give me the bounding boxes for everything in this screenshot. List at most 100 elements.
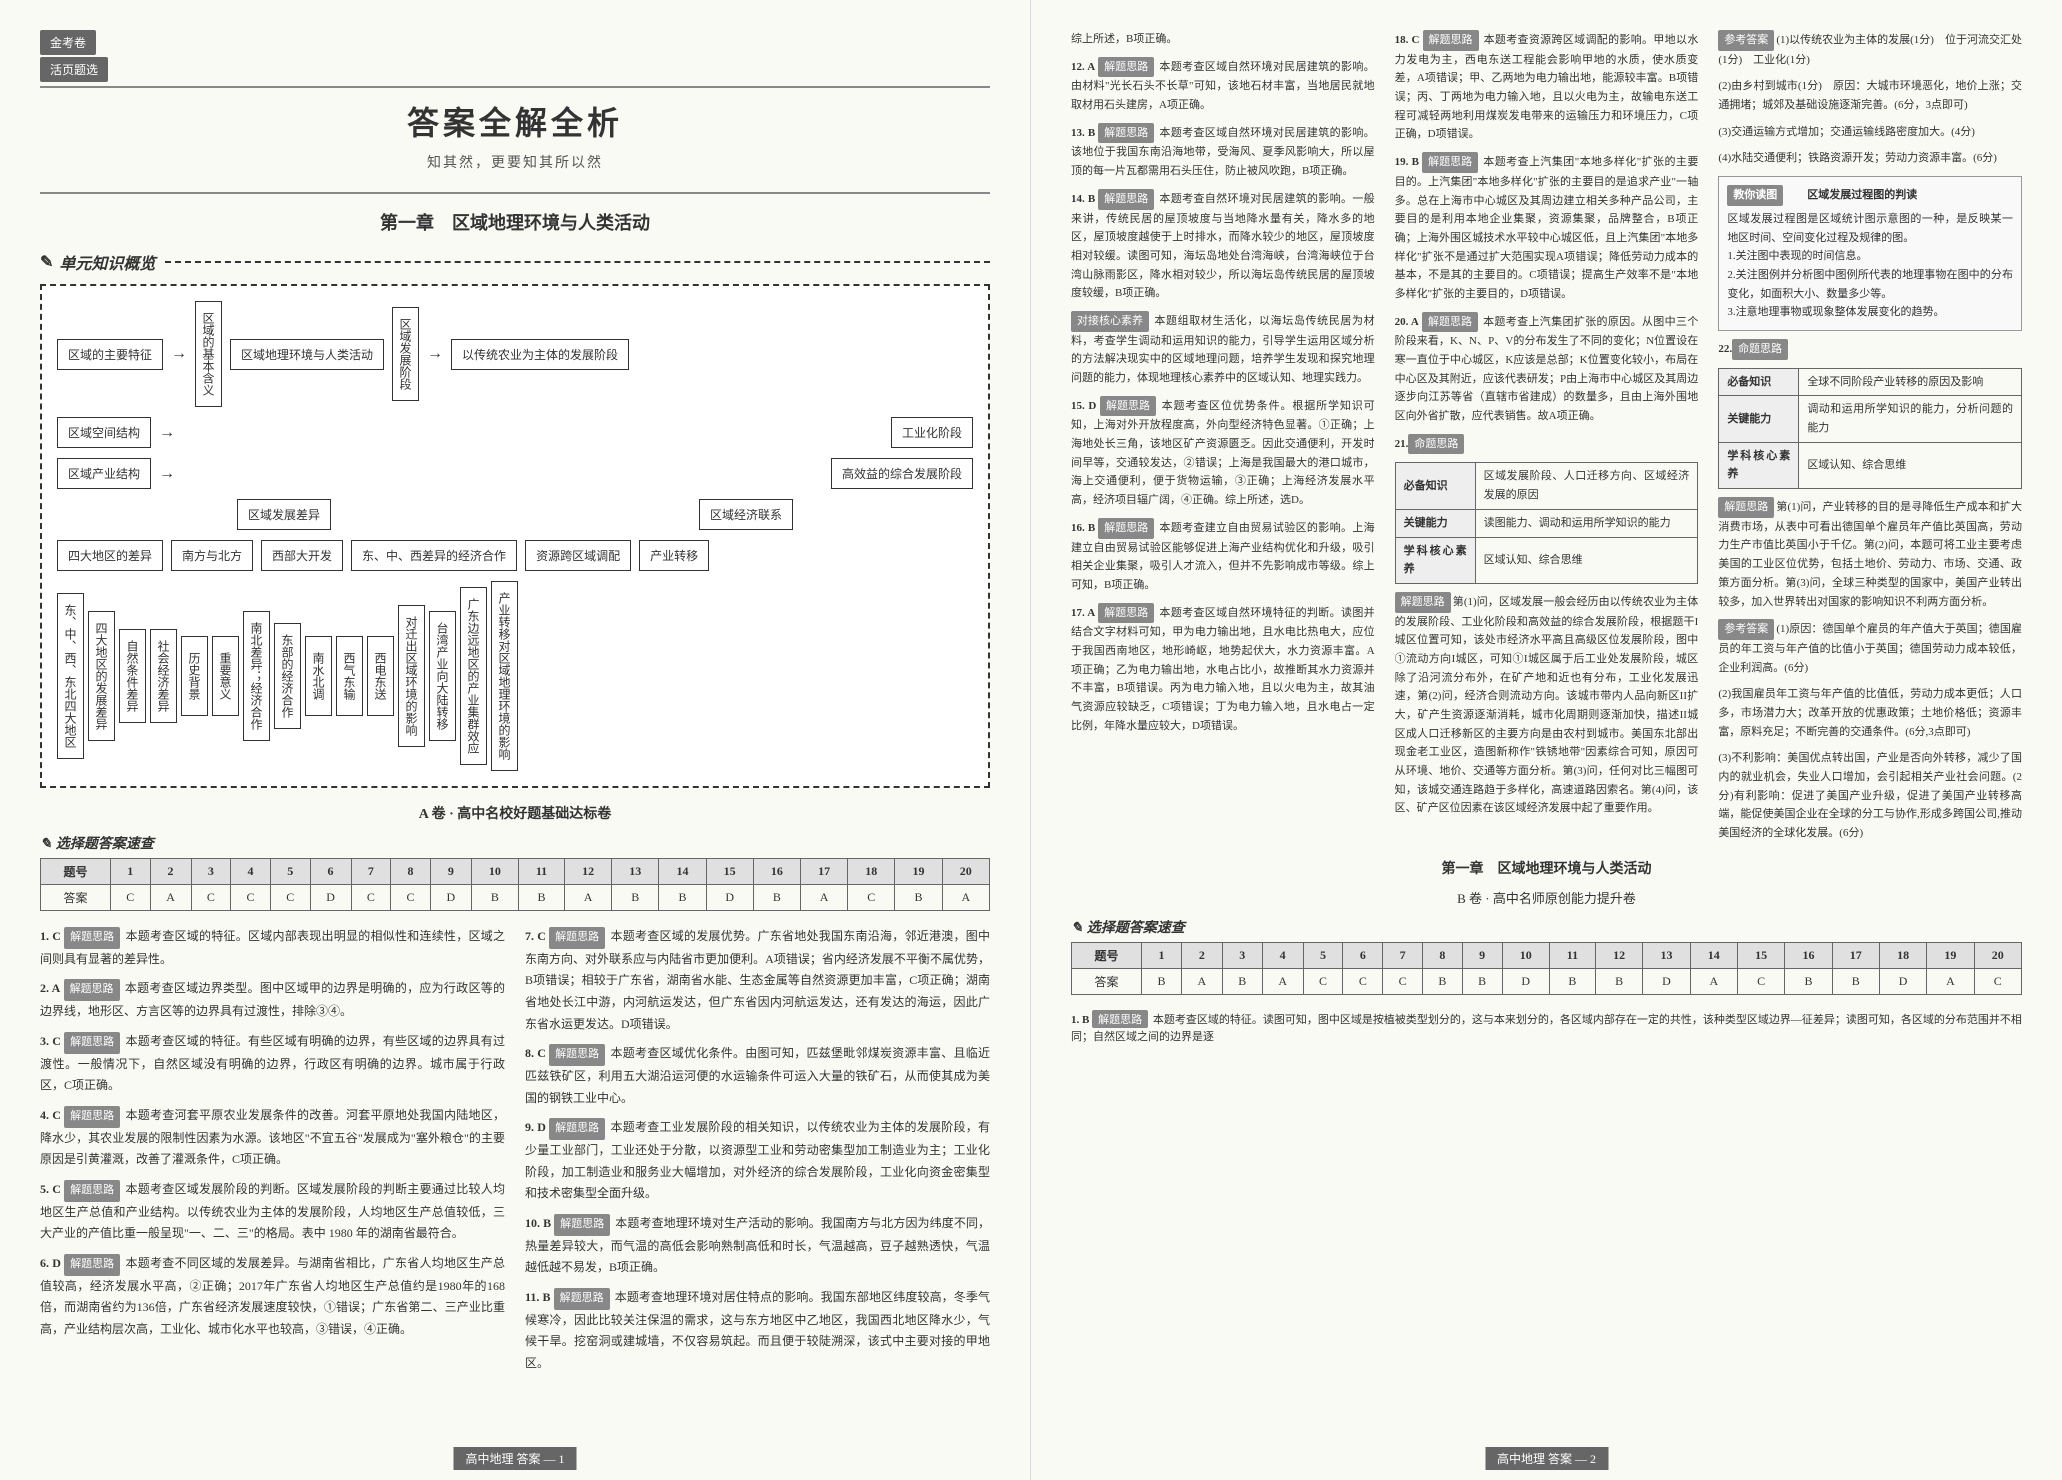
table-cell: B: [1595, 968, 1642, 994]
knowledge-table: 必备知识区域发展阶段、人口迁移方向、区域经济发展的原因关键能力读图能力、调动和运…: [1395, 462, 1699, 583]
table-header-cell: 4: [231, 859, 271, 885]
flow-row-1: 区域的主要特征 → 区域的基本含义 区域地理环境与人类活动 区域发展阶段 → 以…: [57, 301, 973, 407]
chapter-title: 第一章 区域地理环境与人类活动: [40, 209, 990, 235]
table-row: 学科核心素养区域认知、综合思维: [1719, 442, 2022, 488]
table-cell: B: [471, 885, 518, 911]
flow-row-3: 四大地区的差异 南方与北方 西部大开发 东、中、西差异的经济合作 资源跨区域调配…: [57, 540, 973, 571]
tag-label: 解题思路: [64, 1254, 120, 1276]
table-cell: 关键能力: [1719, 396, 1799, 442]
tag-label: 教你读图: [1727, 185, 1783, 206]
flow-node: 工业化阶段: [891, 417, 973, 448]
table-header-cell: 10: [471, 859, 518, 885]
table-header-cell: 20: [1974, 942, 2021, 968]
concept-flowchart: 区域的主要特征 → 区域的基本含义 区域地理环境与人类活动 区域发展阶段 → 以…: [40, 284, 990, 788]
flow-node: 产业转移对区域地理环境的影响: [491, 581, 518, 771]
table-cell: B: [753, 885, 800, 911]
table-cell: A: [1690, 968, 1737, 994]
table-header-cell: 2: [1181, 942, 1222, 968]
q-number: 17. A: [1071, 607, 1095, 619]
q-number: 2. A: [40, 981, 60, 995]
page-left: 金考卷 活页题选 答案全解全析 知其然，更要知其所以然 第一章 区域地理环境与人…: [0, 0, 1031, 1480]
table-row: 必备知识全球不同阶段产业转移的原因及影响: [1719, 368, 2022, 396]
page-footer: 高中地理 答案 — 1: [453, 1447, 576, 1470]
tag-label: 解题思路: [64, 1032, 120, 1054]
decorative-rule: [40, 192, 990, 194]
table-cell: D: [1643, 968, 1690, 994]
page-right: 综上所述，B项正确。12. A 解题思路 本题考查区域自然环境对民居建筑的影响。…: [1031, 0, 2062, 1480]
tag-label: 命题思路: [1408, 434, 1464, 455]
table-header-cell: 5: [1303, 942, 1343, 968]
table-header-cell: 6: [310, 859, 351, 885]
tag-label: 解题思路: [554, 1288, 610, 1310]
flow-node: 自然条件差异: [119, 629, 146, 723]
table-answer-row: 答案BABACCCBBDBBDACBBDAC: [1072, 968, 2022, 994]
table-header-cell: 11: [1549, 942, 1595, 968]
q-number: 14. B: [1071, 193, 1095, 205]
table-header-cell: 8: [391, 859, 431, 885]
explanation-item: 20. A 解题思路 本题考查上汽集团扩张的原因。从图中三个阶段来看，K、N、P…: [1395, 312, 1699, 426]
tag-label: 参考答案: [1718, 30, 1774, 51]
table-header-cell: 7: [351, 859, 391, 885]
arrow-icon: →: [159, 424, 175, 442]
q-number: 11. B: [525, 1290, 550, 1304]
explanation-text: 本题考查上汽集团"本地多样化"扩张的主要目的。上汽集团"本地多样化"扩张的主要目…: [1395, 156, 1699, 300]
ref-answer: (3)交通运输方式增加；交通运输线路密度加大。(4分): [1718, 123, 2022, 142]
table-cell: 读图能力、调动和运用所学知识的能力: [1475, 509, 1698, 537]
table-header-cell: 14: [659, 859, 706, 885]
tag-label: 命题思路: [1732, 339, 1788, 360]
arrow-icon: →: [171, 345, 187, 363]
flow-node: 以传统农业为主体的发展阶段: [451, 339, 629, 370]
table-header-cell: 20: [942, 859, 989, 885]
q-number: 19. B: [1395, 156, 1419, 168]
flow-row-1b: 区域空间结构 → 工业化阶段: [57, 417, 973, 448]
table-cell: B: [1549, 968, 1595, 994]
q-number: 9. D: [525, 1120, 546, 1134]
explanation-text: 解题思路第(1)问，区域发展一般会经历由以传统农业为主体的发展阶段、工业化阶段和…: [1395, 592, 1699, 818]
answer-table-a: 题号1234567891011121314151617181920 答案CACC…: [40, 858, 990, 911]
flow-node: 产业转移: [639, 540, 709, 571]
flow-node: 西部大开发: [261, 540, 343, 571]
table-cell: C: [848, 885, 895, 911]
explanation-item: 10. B 解题思路 本题考查地理环境对生产活动的影响。我国南方与北方因为纬度不…: [525, 1213, 990, 1279]
q-number: 12. A: [1071, 61, 1095, 73]
q-number: 1. B: [1071, 1014, 1089, 1026]
flow-node: 西电东送: [367, 636, 394, 716]
series-badge: 金考卷: [40, 30, 96, 55]
tag-label: 解题思路: [1098, 123, 1154, 144]
flow-node: 区域的主要特征: [57, 339, 163, 370]
flow-node: 四大地区的差异: [57, 540, 163, 571]
table-header-row: 题号1234567891011121314151617181920: [41, 859, 990, 885]
flow-node: 南方与北方: [171, 540, 253, 571]
table-cell: D: [430, 885, 471, 911]
q-number: 15. D: [1071, 400, 1096, 412]
table-cell: C: [1303, 968, 1343, 994]
flow-node: 区域空间结构: [57, 417, 151, 448]
q-number: 6. D: [40, 1256, 61, 1270]
table-header-cell: 13: [612, 859, 659, 885]
q-number: 7. C: [525, 929, 546, 943]
arrow-icon: →: [427, 345, 443, 363]
table-header-cell: 16: [1785, 942, 1832, 968]
table-cell: C: [191, 885, 231, 911]
table-cell: B: [519, 885, 565, 911]
flow-node: 重要意义: [212, 636, 239, 716]
table-header-cell: 8: [1423, 942, 1463, 968]
table-header-cell: 19: [1927, 942, 1974, 968]
table-cell: C: [110, 885, 150, 911]
explanation-text: 本题考查区域自然环境特征的判断。读图并结合文字材料可知，甲为电力输出地，且水电比…: [1071, 607, 1375, 732]
answer-check-label-b: 选择题答案速查: [1071, 917, 2022, 937]
explanation-item: 19. B 解题思路 本题考查上汽集团"本地多样化"扩张的主要目的。上汽集团"本…: [1395, 152, 1699, 304]
tip-text: 区域发展过程图是区域统计图示意图的一种，是反映某一地区时间、空间变化过程及规律的…: [1727, 210, 2013, 322]
table-cell: 学科核心素养: [1395, 537, 1475, 583]
q22-block: 22.命题思路 必备知识全球不同阶段产业转移的原因及影响关键能力调动和运用所学知…: [1718, 339, 2022, 843]
flow-node: 东、中、西、东北四大地区: [57, 593, 84, 759]
flow-node: 资源跨区域调配: [525, 540, 631, 571]
tag-label: 解题思路: [1395, 592, 1451, 613]
table-cell: 区域发展阶段、人口迁移方向、区域经济发展的原因: [1475, 463, 1698, 509]
explanation-item: 12. A 解题思路 本题考查区域自然环境对民居建筑的影响。由材料"光长石头不长…: [1071, 57, 1375, 115]
table-cell: B: [1222, 968, 1262, 994]
explanation-item: 8. C 解题思路 本题考查区域优化条件。由图可知，匹兹堡毗邻煤炭资源丰富、且临…: [525, 1043, 990, 1109]
flow-node: 四大地区的发展差异: [88, 611, 115, 741]
table-header-row: 题号1234567891011121314151617181920: [1072, 942, 2022, 968]
explanation-item: 17. A 解题思路 本题考查区域自然环境特征的判断。读图并结合文字材料可知，甲…: [1071, 603, 1375, 736]
